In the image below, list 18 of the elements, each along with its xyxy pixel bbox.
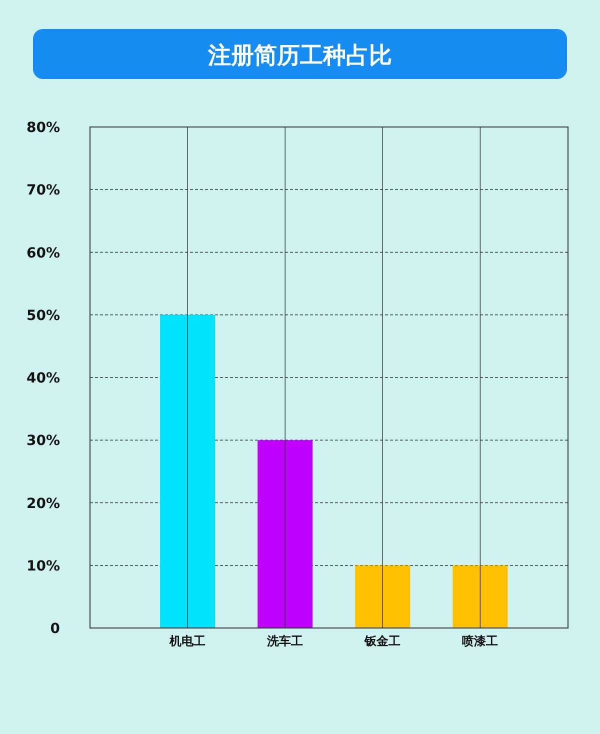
y-tick-label: 20% bbox=[26, 496, 60, 512]
y-tick-label: 50% bbox=[26, 308, 60, 324]
bar bbox=[160, 314, 216, 628]
chart-title: 注册简历工种占比 bbox=[207, 42, 392, 69]
y-tick-label: 30% bbox=[26, 433, 60, 450]
y-tick-label: 80% bbox=[26, 120, 60, 136]
y-tick-label: 10% bbox=[26, 558, 60, 574]
y-tick-label: 0 bbox=[50, 621, 60, 637]
x-tick-label: 洗车工 bbox=[266, 634, 304, 648]
y-tick-label: 40% bbox=[26, 370, 60, 386]
x-tick-label: 机电工 bbox=[168, 634, 206, 648]
bar bbox=[258, 440, 313, 628]
x-tick-label: 钣金工 bbox=[364, 634, 401, 648]
bar bbox=[355, 565, 410, 628]
y-tick-label: 70% bbox=[26, 182, 60, 199]
x-tick-label: 喷漆工 bbox=[462, 634, 498, 648]
y-tick-label: 60% bbox=[26, 245, 60, 262]
bar bbox=[452, 565, 508, 628]
